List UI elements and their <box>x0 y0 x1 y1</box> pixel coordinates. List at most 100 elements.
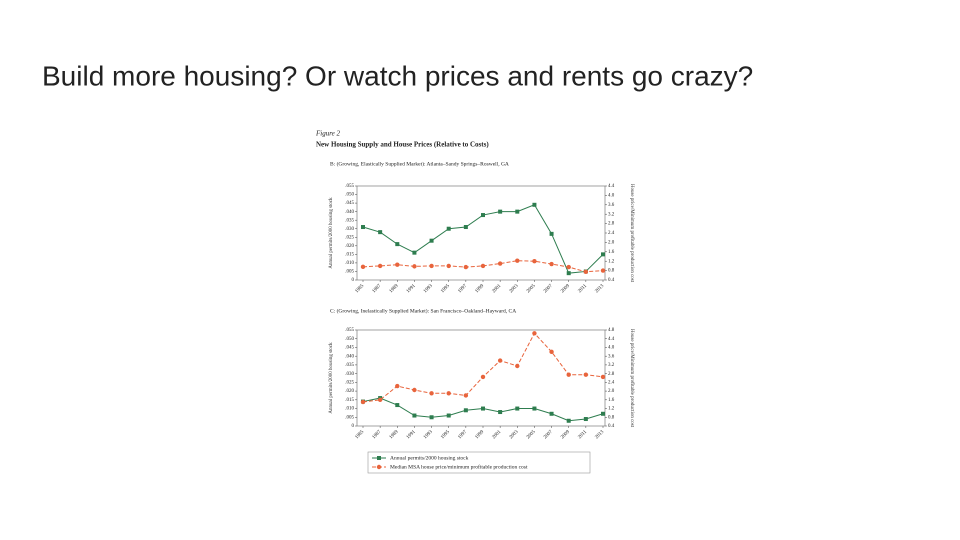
chart-title: B: (Growing, Elastically Supplied Market… <box>330 160 509 167</box>
y-tick-label: .050 <box>345 337 354 342</box>
data-point <box>498 410 503 415</box>
y-tick-label: 0 <box>352 278 355 283</box>
y2-tick-label: 4.8 <box>608 328 615 333</box>
data-point <box>429 263 434 269</box>
series-line <box>362 332 604 403</box>
y-tick-label: .030 <box>345 227 354 232</box>
y2-axis-label: House price/Minimum profitable productio… <box>629 329 634 428</box>
chart-title: C: (Growing, Inelastically Supplied Mark… <box>330 307 516 314</box>
x-tick-label: 1987 <box>372 429 383 440</box>
y2-tick-label: 1.6 <box>608 398 615 403</box>
y-tick-label: .030 <box>345 372 354 377</box>
y-tick-label: 0 <box>352 424 355 429</box>
data-point <box>549 349 554 355</box>
y-tick-label: .055 <box>345 328 354 333</box>
data-point <box>429 238 434 243</box>
data-point <box>395 262 400 267</box>
x-tick-label: 2007 <box>543 283 554 294</box>
x-tick-label: 2005 <box>526 429 537 440</box>
y-axis-label: Annual permits/2000 housing stock <box>329 342 334 414</box>
data-point <box>497 261 503 266</box>
x-tick-label: 1989 <box>389 283 400 294</box>
data-point <box>360 264 366 270</box>
x-tick-label: 1993 <box>423 429 434 440</box>
data-point <box>395 383 400 389</box>
y2-tick-label: 2.8 <box>608 372 615 377</box>
data-point <box>600 374 606 380</box>
data-point <box>412 413 417 418</box>
data-point <box>412 264 417 269</box>
data-point <box>583 269 589 274</box>
x-tick-label: 1991 <box>406 283 417 294</box>
x-tick-label: 1993 <box>423 283 434 294</box>
data-point <box>480 374 486 380</box>
legend-marker <box>376 464 382 470</box>
data-point <box>480 263 486 269</box>
data-point <box>446 226 451 231</box>
data-point <box>532 331 537 336</box>
x-tick-label: 1999 <box>475 283 486 294</box>
data-point <box>361 225 365 230</box>
x-tick-label: 2013 <box>595 283 606 294</box>
y2-axis-label: House price/Minimum profitable productio… <box>629 184 634 283</box>
legend-marker <box>377 456 381 460</box>
y2-tick-label: 2.0 <box>608 389 615 394</box>
y-tick-label: .020 <box>345 244 354 249</box>
x-tick-label: 2005 <box>526 283 537 294</box>
y-tick-label: .025 <box>345 381 354 386</box>
y2-tick-label: 1.6 <box>608 250 615 255</box>
x-tick-label: 1999 <box>475 429 486 440</box>
x-tick-label: 2007 <box>543 429 554 440</box>
legend-label: Annual permits/2000 housing stock <box>390 455 469 461</box>
data-point <box>463 225 468 230</box>
x-tick-label: 1995 <box>440 429 451 440</box>
y2-tick-label: 0.4 <box>608 278 615 283</box>
x-tick-label: 2011 <box>578 429 589 440</box>
x-tick-label: 1985 <box>355 283 366 294</box>
figure-title: New Housing Supply and House Prices (Rel… <box>316 141 489 149</box>
data-point <box>566 264 571 270</box>
y2-tick-label: 1.2 <box>608 407 615 412</box>
x-tick-label: 2011 <box>578 283 589 294</box>
y2-tick-label: 4.4 <box>608 337 615 342</box>
data-point <box>515 406 520 411</box>
data-point <box>515 209 520 214</box>
data-point <box>497 358 503 363</box>
y2-tick-label: 4.0 <box>608 346 615 351</box>
y2-tick-label: 3.2 <box>608 212 615 217</box>
plot-frame <box>356 329 606 427</box>
y-axis-label: Annual permits/2000 housing stock <box>329 197 334 269</box>
y2-tick-label: 2.4 <box>608 231 615 236</box>
data-point <box>532 202 537 207</box>
x-tick-label: 1987 <box>372 283 383 294</box>
y-tick-label: .015 <box>345 253 354 258</box>
data-point <box>549 261 554 267</box>
data-point <box>566 271 571 276</box>
data-point <box>566 418 571 423</box>
x-tick-label: 1997 <box>457 283 468 294</box>
y-tick-label: .040 <box>345 354 354 359</box>
x-tick-label: 2013 <box>595 429 606 440</box>
y-tick-label: .045 <box>345 201 354 206</box>
x-tick-label: 2003 <box>509 283 520 294</box>
x-tick-label: 1991 <box>406 429 417 440</box>
data-point <box>378 230 383 235</box>
data-point <box>566 372 571 377</box>
y2-tick-label: 3.6 <box>608 354 615 359</box>
data-point <box>395 403 400 408</box>
y2-tick-label: 4.0 <box>608 194 615 199</box>
x-tick-label: 2009 <box>560 283 571 294</box>
x-tick-label: 1989 <box>389 429 400 440</box>
data-point <box>429 391 434 396</box>
data-point <box>600 268 606 273</box>
data-point <box>412 250 417 255</box>
y2-tick-label: 3.2 <box>608 363 615 368</box>
y2-tick-label: 1.2 <box>608 259 615 264</box>
y-tick-label: .055 <box>345 184 354 189</box>
data-point <box>549 231 554 236</box>
data-point <box>481 213 485 218</box>
figure-label: Figure 2 <box>315 130 341 138</box>
y-tick-label: .010 <box>345 407 354 412</box>
data-point <box>463 264 469 270</box>
